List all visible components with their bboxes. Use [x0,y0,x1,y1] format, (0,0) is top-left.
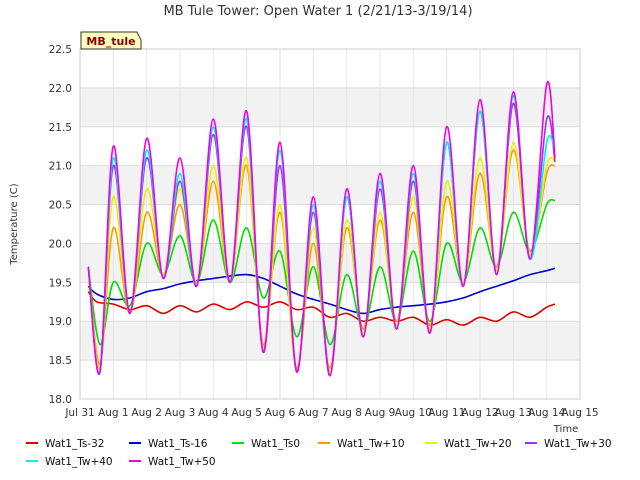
x-tick-label: Aug 3 [165,407,196,419]
x-tick-label: Aug 9 [365,407,396,419]
legend-item: Wat1_Tw+20 [425,438,512,450]
x-tick-label: Aug 7 [298,407,329,419]
legend-item: Wat1_Tw+40 [26,456,113,468]
station-tag-box [80,31,142,50]
station-tag-label: MB_tule [86,35,135,48]
x-tick-label: Aug 4 [198,407,229,419]
y-tick-label: 19.5 [49,277,72,289]
legend-item: Wat1_Tw+10 [318,438,405,450]
x-tick-label: Aug 1 [98,407,129,419]
plot-band [80,360,580,399]
y-tick-label: 21.0 [49,161,72,173]
y-tick-label: 18.5 [49,355,72,367]
x-tick-label: Aug 10 [395,407,432,419]
plot-band [80,204,580,244]
y-axis-label: Temperature (C) [9,183,20,265]
plot-band [80,165,580,205]
y-tick-label: 20.5 [49,200,72,212]
x-tick-label: Aug 5 [231,407,262,419]
plot-band [80,243,580,283]
legend-label: Wat1_Ts0 [251,438,300,450]
legend: Wat1_Ts-32 Wat1_Ts-16 Wat1_Ts0 Wat1_Tw+10 Wa… [26,438,612,468]
x-tick-label: Aug 2 [131,407,162,419]
y-tick-label: 20.0 [49,238,72,250]
plot-band [80,126,580,166]
legend-label: Wat1_Tw+50 [148,456,216,468]
chart-title: MB Tule Tower: Open Water 1 (2/21/13-3/1… [163,4,472,19]
y-tick-label: 21.5 [49,122,72,134]
legend-item: Wat1_Ts-16 [129,438,208,450]
plot-band [80,87,580,127]
legend-label: Wat1_Tw+30 [544,438,612,450]
y-tick-label: 22.5 [49,44,72,56]
plot-frame [79,48,581,400]
legend-label: Wat1_Tw+20 [444,438,512,450]
x-tick-label: Aug 6 [265,407,296,419]
series-line-wat1-tw-50 [87,80,556,377]
x-tick-label: Aug 13 [495,407,532,419]
x-tick-label: Aug 14 [528,407,566,419]
series-layer [87,80,556,377]
x-axis-label: Time [553,424,578,435]
station-tag: MB_tule [80,31,142,50]
legend-item: Wat1_Ts-32 [26,438,105,450]
y-axis: 18.0 18.5 19.0 19.5 20.0 20.5 21.0 21.5 22.0 22.5 [49,44,72,406]
plot-band [80,321,580,361]
y-tick-label: 22.0 [49,83,72,95]
x-tick-label: Aug 15 [561,407,598,419]
x-tick-label: Aug 8 [331,407,362,419]
legend-item: Wat1_Tw+30 [525,438,612,450]
y-tick-label: 18.0 [49,394,72,406]
x-tick-label: Jul 31 [64,407,94,419]
legend-label: Wat1_Tw+40 [45,456,113,468]
legend-label: Wat1_Ts-16 [148,438,208,450]
x-tick-label: Aug 11 [428,407,465,419]
legend-item: Wat1_Ts0 [232,438,300,450]
y-tick-label: 19.0 [49,316,72,328]
plot-band [80,282,580,322]
legend-item: Wat1_Tw+50 [129,456,216,468]
plot-background [80,49,580,399]
x-axis: Jul 31 Aug 1 Aug 2 Aug 3 Aug 4 Aug 5 Aug 6 Aug … [64,407,598,419]
x-tick-label: Aug 12 [461,407,498,419]
legend-label: Wat1_Ts-32 [45,438,105,450]
legend-label: Wat1_Tw+10 [337,438,405,450]
plot-band [80,49,580,88]
